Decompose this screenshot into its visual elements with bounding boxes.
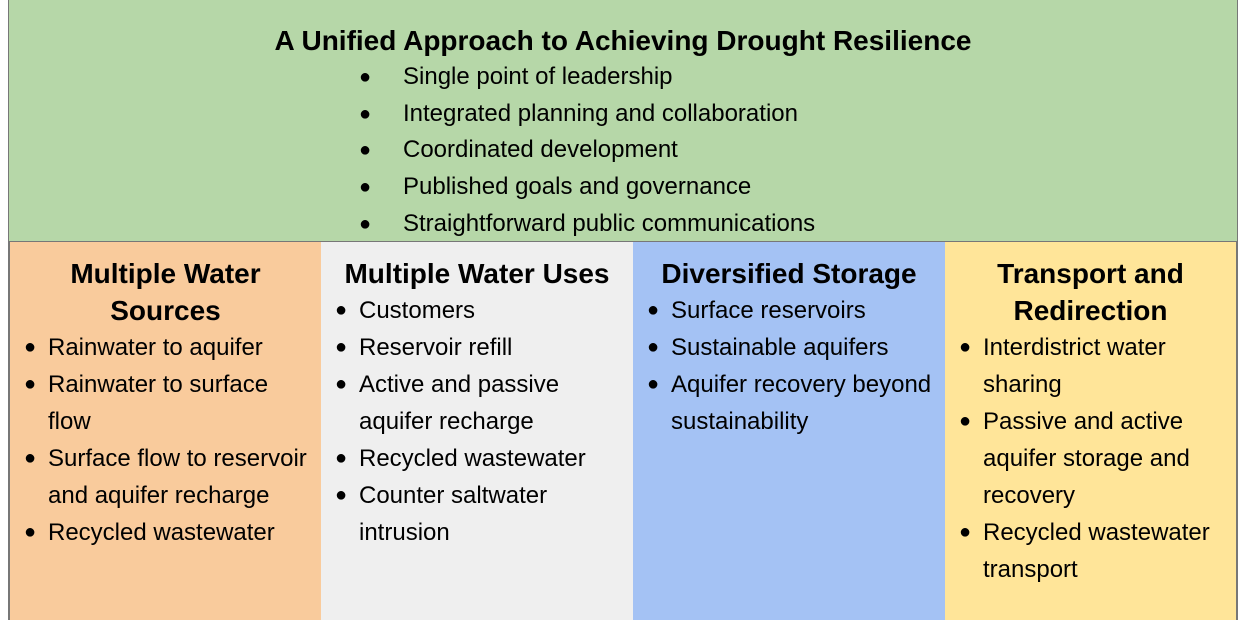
column-title: Multiple Water Sources [70, 258, 261, 326]
column-item: Customers [335, 292, 629, 329]
column-item: Recycled wastewater [24, 514, 317, 551]
header-bullet: Published goals and governance [359, 169, 1237, 206]
header-bullet: Straightforward public communications [359, 206, 1237, 243]
column: Multiple Water SourcesRainwater to aquif… [8, 242, 321, 620]
column-item: Active and passive aquifer recharge [335, 366, 629, 440]
column-list: Rainwater to aquiferRainwater to surface… [10, 329, 321, 551]
column-item: Passive and active aquifer storage and r… [959, 403, 1232, 514]
column-list: CustomersReservoir refillActive and pass… [321, 292, 633, 551]
column: Transport and RedirectionInterdistrict w… [945, 242, 1238, 620]
header-title: A Unified Approach to Achieving Drought … [274, 25, 972, 56]
column-list: Surface reservoirsSustainable aquifersAq… [633, 292, 945, 440]
column-item: Recycled wastewater transport [959, 514, 1232, 588]
header-list: Single point of leadershipIntegrated pla… [359, 59, 1237, 243]
column-item: Sustainable aquifers [647, 329, 941, 366]
column-item: Recycled wastewater [335, 440, 629, 477]
column-title: Multiple Water Uses [344, 258, 610, 289]
column-title: Transport and Redirection [997, 258, 1184, 326]
column-item: Rainwater to aquifer [24, 329, 317, 366]
header-bullet: Coordinated development [359, 132, 1237, 169]
column-item: Interdistrict water sharing [959, 329, 1232, 403]
column-item: Surface reservoirs [647, 292, 941, 329]
column-item: Counter saltwater intrusion [335, 477, 629, 551]
column-list: Interdistrict water sharingPassive and a… [945, 329, 1236, 588]
column-item: Surface flow to reservoir and aquifer re… [24, 440, 317, 514]
column-item: Reservoir refill [335, 329, 629, 366]
header-bullet: Integrated planning and collaboration [359, 96, 1237, 133]
header-panel: A Unified Approach to Achieving Drought … [8, 0, 1238, 242]
column-item: Aquifer recovery beyond sustainability [647, 366, 941, 440]
column: Multiple Water UsesCustomersReservoir re… [321, 242, 633, 620]
column-title: Diversified Storage [661, 258, 917, 289]
column: Diversified StorageSurface reservoirsSus… [633, 242, 945, 620]
header-bullet: Single point of leadership [359, 59, 1237, 96]
column-item: Rainwater to surface flow [24, 366, 317, 440]
